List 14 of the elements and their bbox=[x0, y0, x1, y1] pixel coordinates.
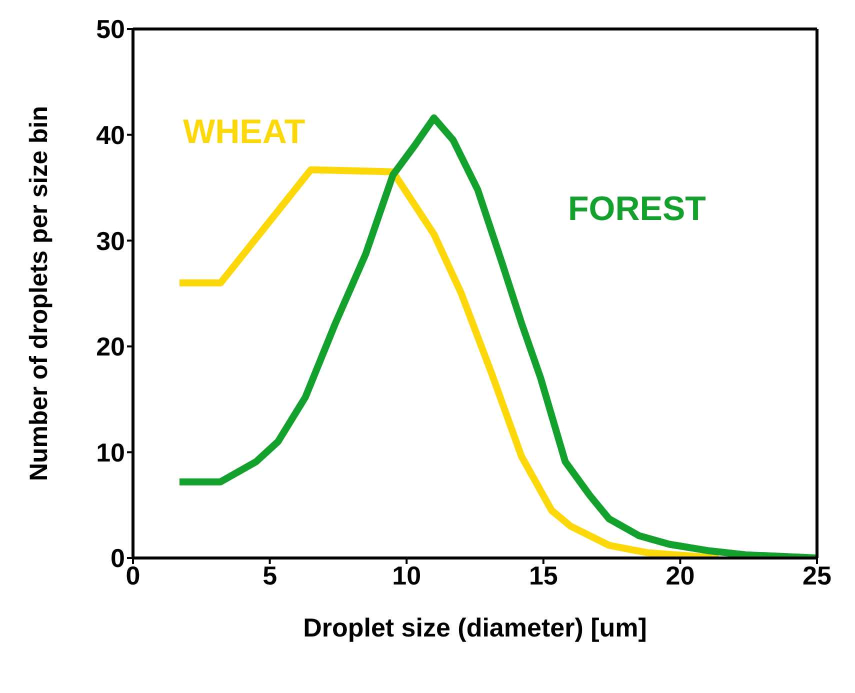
y-tick-label: 20 bbox=[96, 332, 125, 362]
y-tick-label: 50 bbox=[96, 14, 125, 44]
text: FOREST bbox=[568, 190, 706, 229]
x-tick-label: 20 bbox=[666, 560, 695, 590]
y-axis-title: Number of droplets per size bin bbox=[24, 106, 53, 482]
x-tick-label: 5 bbox=[262, 560, 278, 590]
y-tick-label: 40 bbox=[96, 120, 125, 150]
series-label: WHEAT bbox=[183, 113, 306, 152]
x-tick-label: 25 bbox=[802, 560, 832, 590]
y-tick-label: 10 bbox=[96, 437, 125, 468]
x-tick-label: 15 bbox=[528, 560, 558, 590]
x-axis-title: Droplet size (diameter) [um] bbox=[303, 612, 647, 642]
x-tick-label: 10 bbox=[392, 560, 422, 590]
y-tick-label: 30 bbox=[96, 226, 125, 256]
